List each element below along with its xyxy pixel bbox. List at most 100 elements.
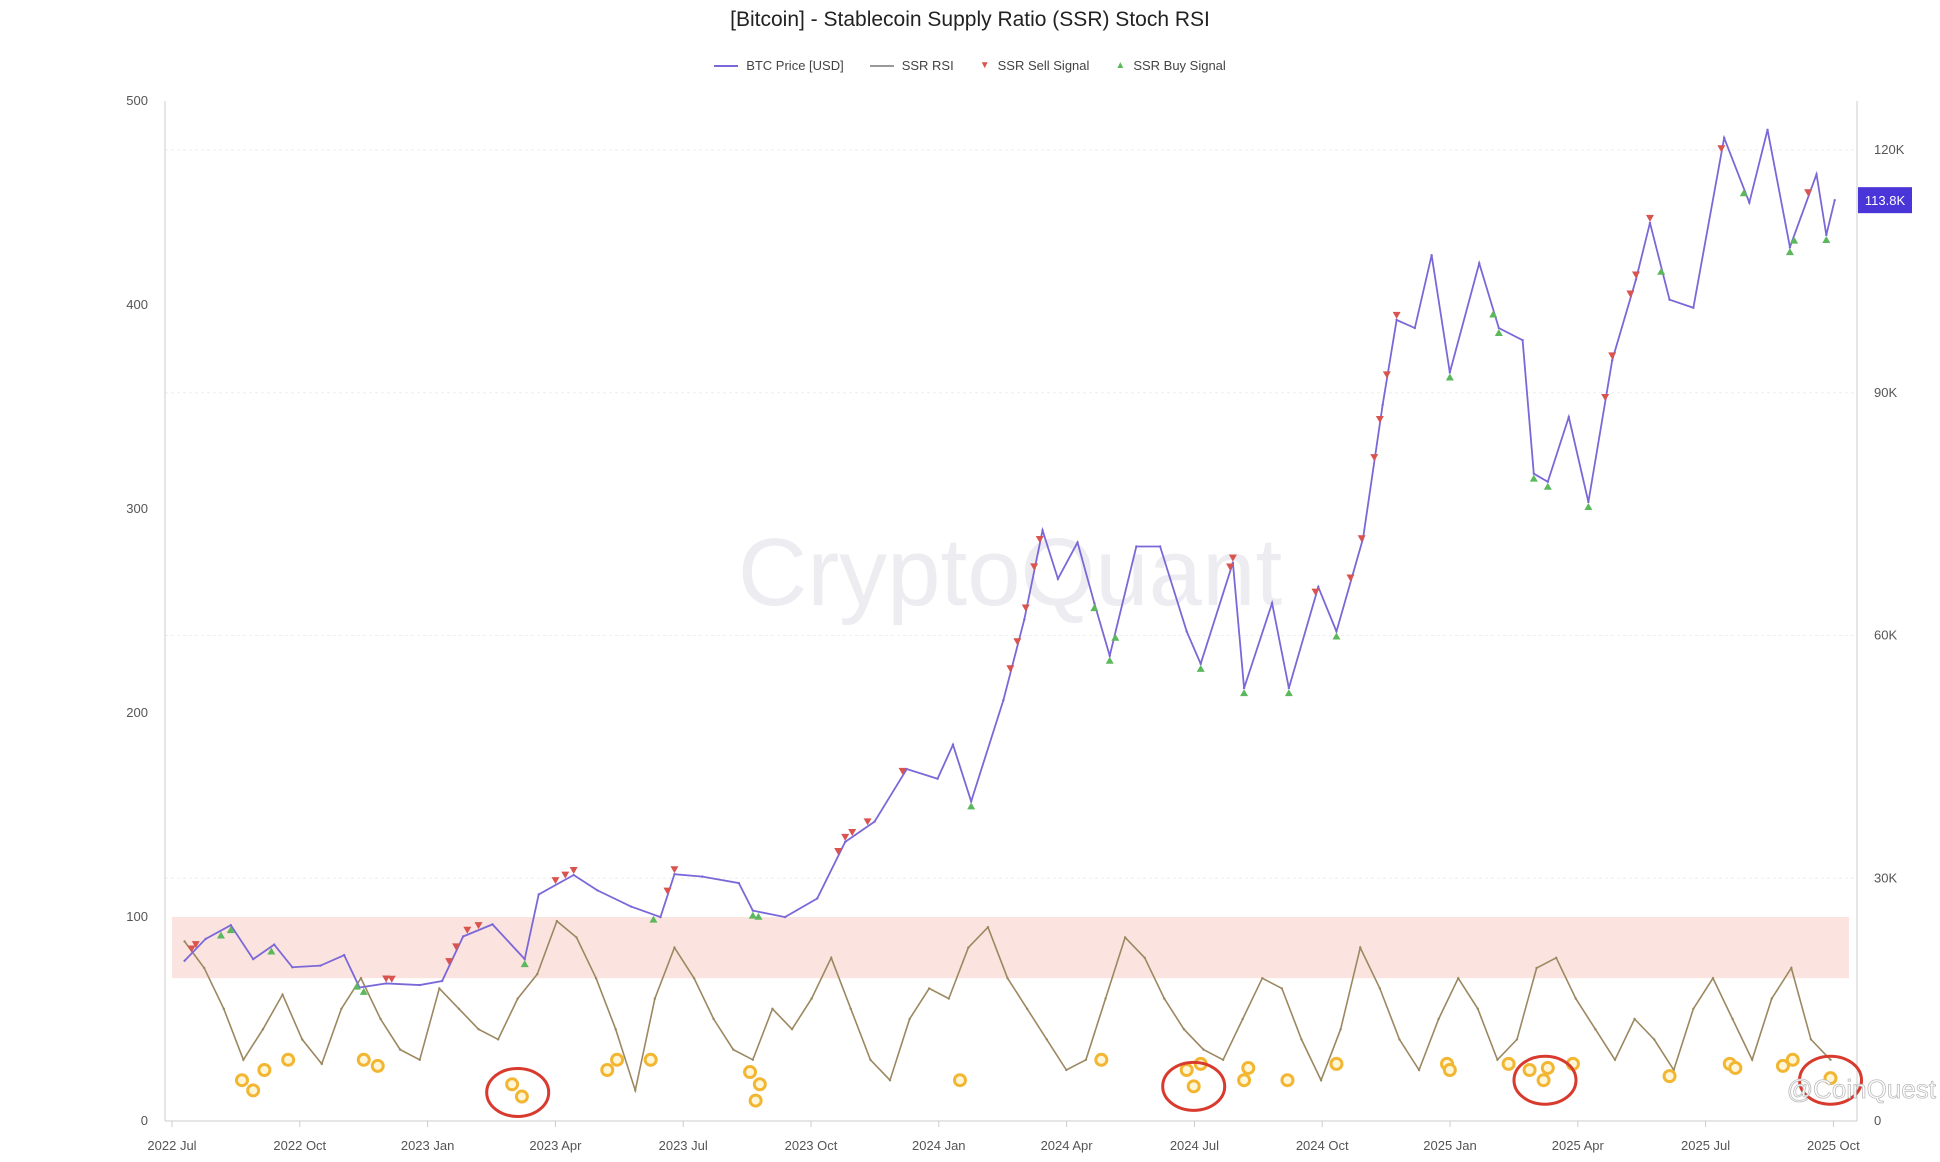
sell-signal-marker bbox=[1626, 290, 1635, 298]
x-tick-label: 2023 Jul bbox=[659, 1138, 708, 1153]
right-tick-label: 90K bbox=[1874, 385, 1897, 400]
buy-signal-marker bbox=[1489, 310, 1498, 318]
btc-price-point bbox=[1521, 338, 1524, 342]
btc-price-point bbox=[816, 897, 819, 900]
buy-signal-marker bbox=[1284, 689, 1293, 697]
x-tick-label: 2022 Jul bbox=[147, 1138, 196, 1153]
coin-marker-icon bbox=[752, 1077, 767, 1092]
watermark-cryptoquant: CryptoQuant bbox=[738, 519, 1282, 626]
btc-price-point bbox=[183, 959, 186, 962]
btc-price-point bbox=[1788, 245, 1792, 249]
coin-marker-icon bbox=[281, 1052, 296, 1067]
x-tick-label: 2024 Jul bbox=[1170, 1138, 1219, 1153]
ssr-rsi-point bbox=[359, 977, 363, 980]
ssr-rsi-point bbox=[1065, 1068, 1068, 1072]
x-tick-label: 2022 Oct bbox=[273, 1138, 326, 1153]
coin-marker-icon bbox=[505, 1077, 520, 1092]
coin-marker-icon bbox=[643, 1052, 658, 1067]
ssr-rsi-point bbox=[790, 1028, 794, 1031]
btc-price-point bbox=[1448, 371, 1452, 374]
coin-marker-icon bbox=[748, 1093, 763, 1108]
btc-price-point bbox=[491, 923, 494, 926]
sell-signal-marker bbox=[551, 877, 560, 885]
buy-signal-marker bbox=[1494, 329, 1503, 337]
buy-signal-marker bbox=[226, 926, 235, 934]
btc-price-point bbox=[659, 915, 662, 919]
ssr-rsi-point bbox=[1652, 1038, 1656, 1041]
btc-price-point bbox=[1287, 686, 1291, 690]
btc-price-point bbox=[572, 873, 575, 877]
legend: BTC Price [USD] SSR RSI ▼ SSR Sell Signal… bbox=[0, 58, 1940, 73]
x-tick-label: 2023 Jan bbox=[401, 1138, 455, 1153]
ssr-rsi-point bbox=[340, 1007, 343, 1010]
coin-marker-icon bbox=[356, 1052, 371, 1067]
buy-signal-marker bbox=[1196, 664, 1205, 672]
ssr-rsi-point bbox=[516, 997, 519, 1000]
btc-price-point bbox=[1478, 262, 1481, 265]
legend-item-buy-signal[interactable]: ▲ SSR Buy Signal bbox=[1115, 58, 1225, 73]
x-tick-label: 2024 Oct bbox=[1296, 1138, 1349, 1153]
btc-price-point bbox=[1722, 136, 1726, 140]
ssr-rsi-point bbox=[1045, 1038, 1048, 1041]
btc-price-point bbox=[1108, 654, 1111, 657]
legend-item-ssr-rsi[interactable]: SSR RSI bbox=[869, 58, 954, 73]
btc-price-point bbox=[751, 909, 755, 912]
sell-signal-marker bbox=[561, 871, 570, 879]
ssr-rsi-point bbox=[202, 966, 206, 970]
buy-signal-marker bbox=[1332, 632, 1341, 640]
btc-price-point bbox=[1002, 699, 1005, 702]
btc-price-point bbox=[1825, 233, 1828, 237]
sell-signal-marker bbox=[191, 941, 200, 949]
legend-item-sell-signal[interactable]: ▼ SSR Sell Signal bbox=[980, 58, 1090, 73]
legend-item-btc-price[interactable]: BTC Price [USD] bbox=[714, 58, 844, 73]
btc-price-point bbox=[936, 777, 939, 780]
btc-price-point bbox=[1381, 403, 1384, 407]
coin-marker-icon bbox=[234, 1073, 249, 1088]
ssr-rsi-point bbox=[1809, 1038, 1813, 1041]
ssr-rsi-point bbox=[1084, 1058, 1088, 1062]
coin-marker-icon bbox=[952, 1073, 967, 1088]
ssr-rsi-point bbox=[1182, 1028, 1186, 1031]
btc-price-point bbox=[629, 905, 633, 908]
ssr-rsi-point bbox=[536, 972, 539, 976]
ssr-rsi-point bbox=[1515, 1038, 1519, 1041]
ssr-rsi-point bbox=[869, 1058, 872, 1062]
ssr-rsi-point bbox=[1770, 997, 1773, 1000]
ssr-rsi-point bbox=[1319, 1079, 1323, 1082]
coin-marker-icon bbox=[1329, 1056, 1344, 1071]
sell-signal-marker bbox=[1645, 214, 1654, 222]
btc-price-point bbox=[523, 957, 526, 961]
ssr-rsi-point bbox=[810, 997, 813, 1000]
btc-price-point bbox=[1242, 686, 1246, 690]
ssr-rsi-point bbox=[242, 1058, 245, 1062]
sell-signal-marker bbox=[1228, 554, 1237, 562]
ssr-rsi-point bbox=[634, 1089, 637, 1092]
ssr-rsi-point bbox=[712, 1017, 715, 1021]
btc-price-point bbox=[229, 923, 232, 927]
btc-price-point bbox=[1413, 326, 1417, 330]
btc-price-line bbox=[183, 129, 1836, 989]
sell-signal-marker bbox=[1631, 271, 1640, 279]
x-tick-label: 2024 Jan bbox=[912, 1138, 966, 1153]
ssr-rsi-point bbox=[320, 1062, 323, 1066]
ssr-rsi-point bbox=[947, 997, 950, 1000]
overbought-band bbox=[172, 917, 1849, 979]
sell-signal-marker bbox=[1030, 563, 1039, 571]
coin-marker-icon bbox=[1237, 1073, 1252, 1088]
ssr-rsi-point bbox=[477, 1028, 480, 1031]
btc-price-point bbox=[1634, 278, 1638, 281]
ssr-rsi-point bbox=[1025, 1007, 1029, 1010]
sell-signal-marker bbox=[445, 958, 454, 966]
coin-marker-icon bbox=[1728, 1060, 1743, 1075]
x-tick-label: 2023 Oct bbox=[785, 1138, 838, 1153]
sell-signal-marker bbox=[382, 975, 391, 983]
btc-price-point bbox=[844, 840, 847, 844]
ssr-rsi-point bbox=[908, 1017, 911, 1021]
sell-signal-marker bbox=[1370, 454, 1379, 462]
coin-marker-icon bbox=[1241, 1060, 1256, 1075]
ssr-rsi-point bbox=[1280, 987, 1284, 990]
btc-price-point bbox=[1668, 298, 1671, 301]
btc-price-point bbox=[737, 881, 741, 885]
buy-signal-marker bbox=[267, 947, 276, 955]
ssr-rsi-point bbox=[1476, 1007, 1480, 1010]
